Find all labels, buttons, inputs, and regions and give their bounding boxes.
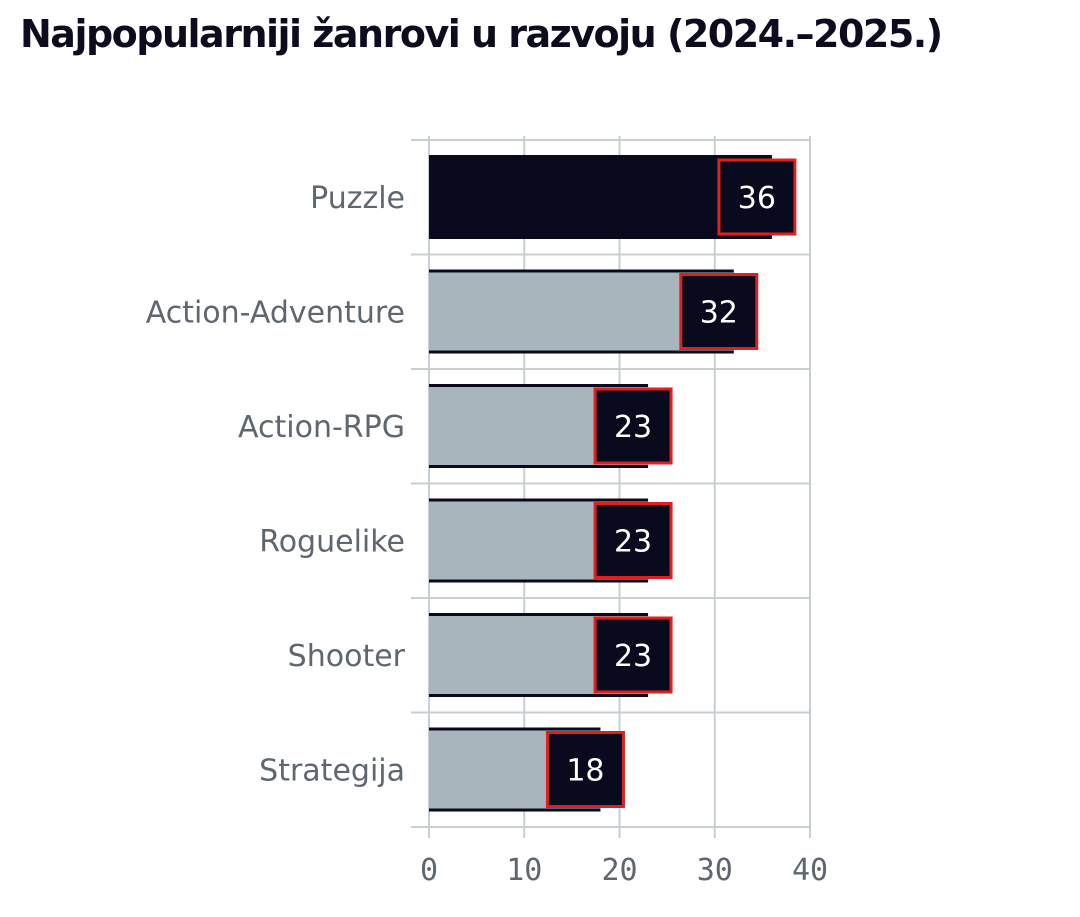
- value-label: 23: [614, 639, 652, 674]
- x-tick-label: 30: [697, 853, 733, 888]
- x-tick-label: 40: [792, 853, 828, 888]
- category-labels: Puzzle Action-Adventure Action-RPG Roguelik…: [146, 181, 406, 789]
- category-label: Strategija: [259, 754, 405, 789]
- value-labels: 36 32 23 23 23 18: [545, 158, 797, 808]
- value-label-box: [545, 731, 625, 808]
- value-label-box: [593, 387, 673, 465]
- grid-lines: [411, 136, 811, 838]
- category-label: Puzzle: [310, 181, 405, 216]
- category-label: Action-RPG: [238, 410, 405, 445]
- value-label-box: [679, 273, 759, 350]
- value-label-box: [717, 158, 797, 236]
- value-label-box: [593, 502, 673, 579]
- value-label: 32: [700, 296, 738, 331]
- x-tick-label: 10: [506, 853, 542, 888]
- value-label-box: [593, 616, 673, 694]
- value-label: 36: [738, 181, 776, 216]
- bar: [429, 158, 772, 236]
- value-label: 18: [566, 754, 604, 789]
- x-tick-label: 20: [601, 853, 637, 888]
- x-tick-label: 0: [420, 853, 438, 888]
- category-label: Action-Adventure: [146, 296, 405, 331]
- x-axis-ticks: 0 10 20 30 40: [420, 853, 828, 888]
- value-label: 23: [614, 525, 652, 560]
- chart-title: Najpopularniji žanrovi u razvoju (2024.–…: [20, 12, 943, 56]
- value-label: 23: [614, 410, 652, 445]
- category-label: Roguelike: [259, 525, 405, 560]
- category-label: Shooter: [288, 639, 406, 674]
